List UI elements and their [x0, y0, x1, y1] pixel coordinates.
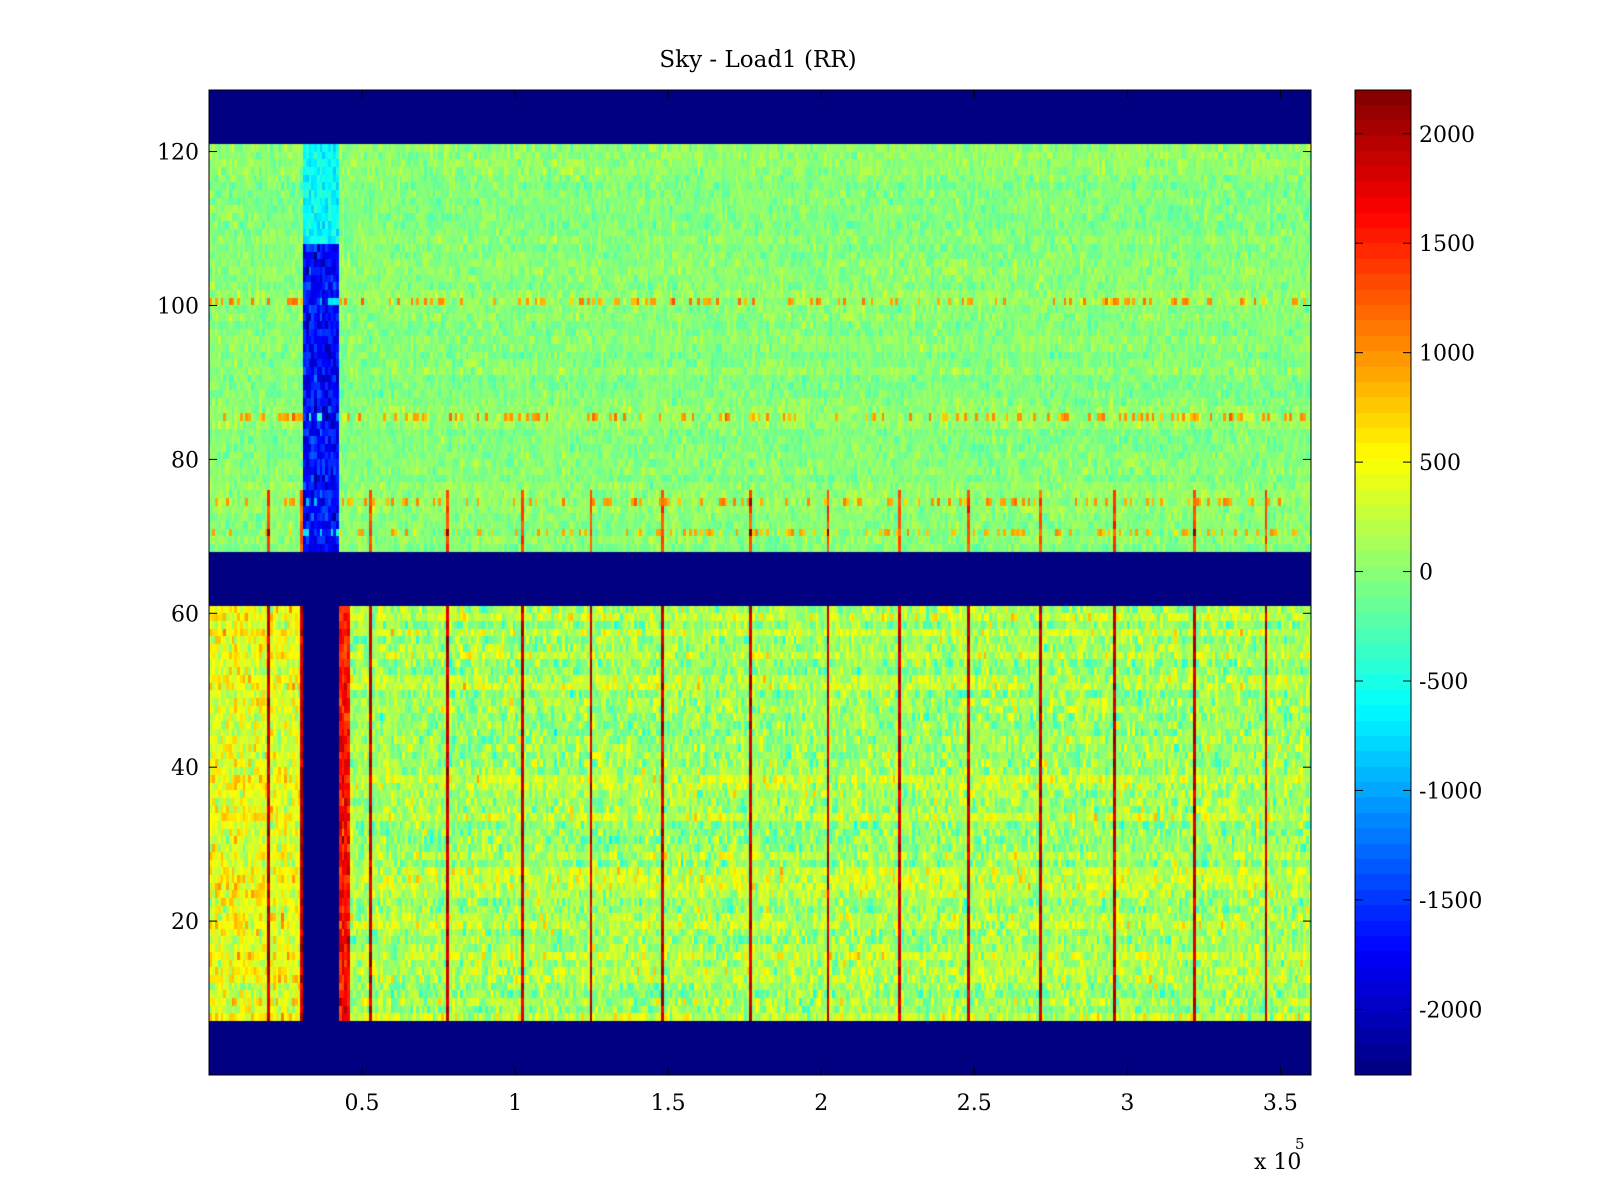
y-tick-label: 80 [171, 448, 199, 473]
y-tick-label: 60 [171, 602, 199, 627]
colorbar-gradient [1355, 90, 1411, 1075]
x-tick-label: 3 [1120, 1091, 1134, 1116]
colorbar-tick-label: 0 [1419, 561, 1433, 586]
y-tick-label: 120 [157, 141, 199, 166]
colorbar-ticks: 2000 1500 1000 500 0 -500 -1000 -1500 -2000 [1355, 123, 1482, 1023]
plot-area [208, 89, 1312, 1076]
colorbar-tick-label: -2000 [1419, 998, 1482, 1023]
colorbar-tick-label: 2000 [1419, 123, 1475, 148]
x-exponent-label: x 10 [1254, 1150, 1301, 1175]
x-tick-label: 1.5 [651, 1091, 686, 1116]
colorbar-tick-label: 500 [1419, 451, 1461, 476]
x-exponent-power: 5 [1295, 1135, 1305, 1153]
colorbar-tick-label: -500 [1419, 670, 1468, 695]
x-tick-label: 2 [814, 1091, 828, 1116]
chart-title: Sky - Load1 (RR) [659, 47, 856, 73]
y-tick-label: 20 [171, 910, 199, 935]
y-axis: 20 40 60 80 100 120 [157, 141, 1311, 935]
colorbar-tick-label: -1500 [1419, 889, 1482, 914]
colorbar: 2000 1500 1000 500 0 -500 -1000 -1500 -2000 [1354, 89, 1482, 1076]
x-tick-label: 1 [508, 1091, 522, 1116]
x-axis: 0.5 1 1.5 2 2.5 3 3.5 [345, 90, 1298, 1116]
y-tick-label: 100 [157, 294, 199, 319]
x-tick-label: 2.5 [957, 1091, 992, 1116]
x-tick-label: 3.5 [1263, 1091, 1298, 1116]
x-tick-label: 0.5 [345, 1091, 380, 1116]
colorbar-frame [1354, 89, 1412, 1076]
y-tick-label: 40 [171, 756, 199, 781]
colorbar-tick-label: 1000 [1419, 342, 1475, 367]
heatmap [209, 90, 1311, 1075]
plot-frame [208, 89, 1312, 1076]
colorbar-tick-label: -1000 [1419, 779, 1482, 804]
colorbar-tick-label: 1500 [1419, 232, 1475, 257]
